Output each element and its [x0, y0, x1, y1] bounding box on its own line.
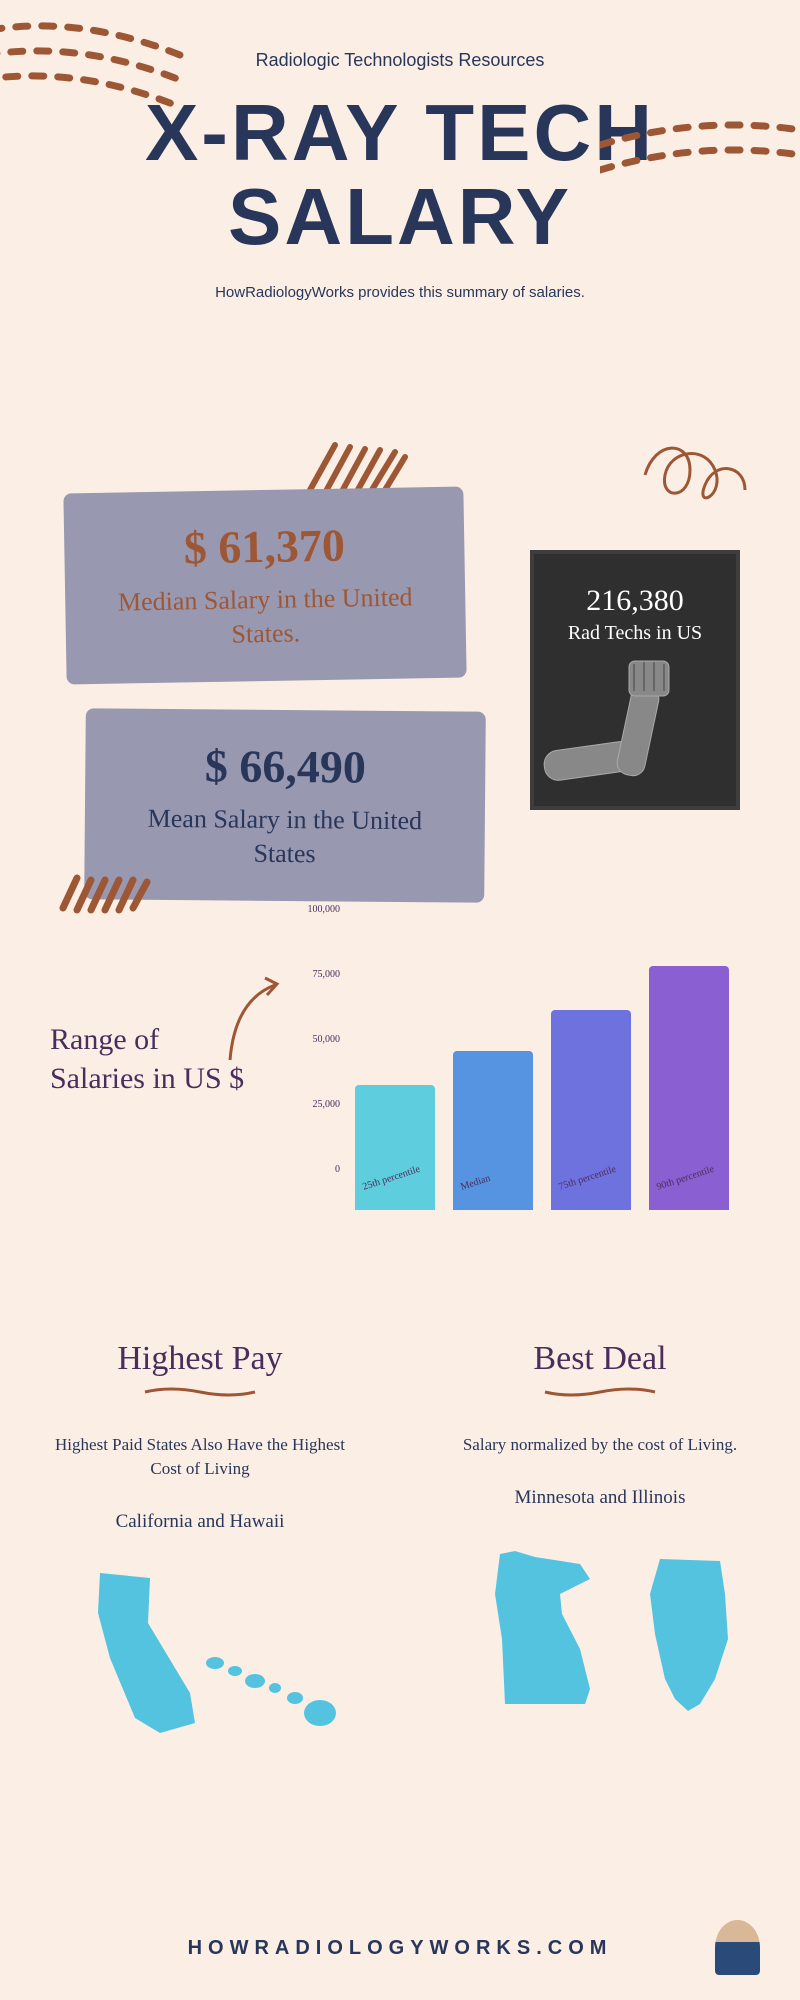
median-salary-value: $ 61,370	[104, 517, 425, 576]
y-axis-tick: 75,000	[300, 969, 340, 980]
y-axis-tick: 0	[300, 1164, 340, 1175]
arm-xray-icon	[534, 656, 740, 806]
xray-count-value: 216,380	[586, 584, 684, 618]
title-line-1: X-RAY TECH	[145, 88, 655, 177]
best-deal-title: Best Deal	[440, 1340, 760, 1378]
highest-pay-column: Highest Pay Highest Paid States Also Hav…	[0, 1340, 400, 1743]
highest-pay-sub: Highest Paid States Also Have the Highes…	[40, 1433, 360, 1481]
best-deal-states: Minnesota and Illinois	[440, 1487, 760, 1509]
underline-squiggle-icon	[540, 1386, 660, 1398]
xray-count-box: 216,380 Rad Techs in US	[530, 550, 740, 810]
california-hawaii-maps	[40, 1563, 360, 1743]
best-deal-sub: Salary normalized by the cost of Living.	[440, 1433, 760, 1457]
median-salary-label: Median Salary in the United States.	[105, 580, 426, 653]
tagline: HowRadiologyWorks provides this summary …	[0, 284, 800, 301]
columns-section: Highest Pay Highest Paid States Also Hav…	[0, 1340, 800, 1743]
best-deal-column: Best Deal Salary normalized by the cost …	[400, 1340, 800, 1743]
mean-salary-label: Mean Salary in the United States	[124, 802, 445, 872]
salary-range-chart: 025,00050,00075,000100,00025th percentil…	[300, 940, 740, 1250]
highest-pay-title: Highest Pay	[40, 1340, 360, 1378]
y-axis-tick: 25,000	[300, 1099, 340, 1110]
mean-salary-value: $ 66,490	[125, 739, 445, 795]
chart-label: Range of Salaries in US $	[50, 1020, 250, 1098]
highest-pay-states: California and Hawaii	[40, 1511, 360, 1533]
curly-doodle-icon	[635, 430, 755, 520]
footer-url: HOWRADIOLOGYWORKS.COM	[0, 1937, 800, 1960]
scribble-bottom-icon	[55, 870, 165, 920]
decor-dashes-top-left	[0, 10, 200, 110]
xray-count-label: Rad Techs in US	[568, 620, 702, 646]
author-avatar-icon	[715, 1920, 760, 1975]
y-axis-tick: 100,000	[300, 904, 340, 915]
minnesota-illinois-maps	[440, 1539, 760, 1719]
underline-squiggle-icon	[140, 1386, 260, 1398]
title-line-2: SALARY	[228, 172, 572, 261]
decor-dashes-top-right	[600, 110, 800, 190]
y-axis-tick: 50,000	[300, 1034, 340, 1045]
median-salary-card: $ 61,370 Median Salary in the United Sta…	[63, 487, 466, 685]
